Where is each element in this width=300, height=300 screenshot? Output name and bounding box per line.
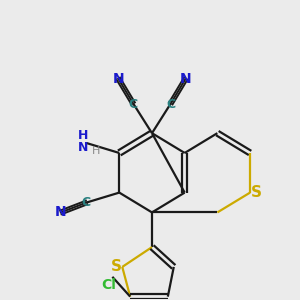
Text: N: N bbox=[55, 206, 67, 219]
Text: S: S bbox=[111, 260, 122, 274]
Text: N: N bbox=[180, 72, 191, 86]
Text: C: C bbox=[129, 98, 138, 111]
Text: C: C bbox=[81, 196, 90, 209]
Text: N: N bbox=[112, 72, 124, 86]
Text: H: H bbox=[92, 146, 101, 156]
Text: S: S bbox=[250, 185, 262, 200]
Text: C: C bbox=[166, 98, 176, 111]
Text: H
N: H N bbox=[77, 129, 88, 154]
Text: Cl: Cl bbox=[101, 278, 116, 292]
